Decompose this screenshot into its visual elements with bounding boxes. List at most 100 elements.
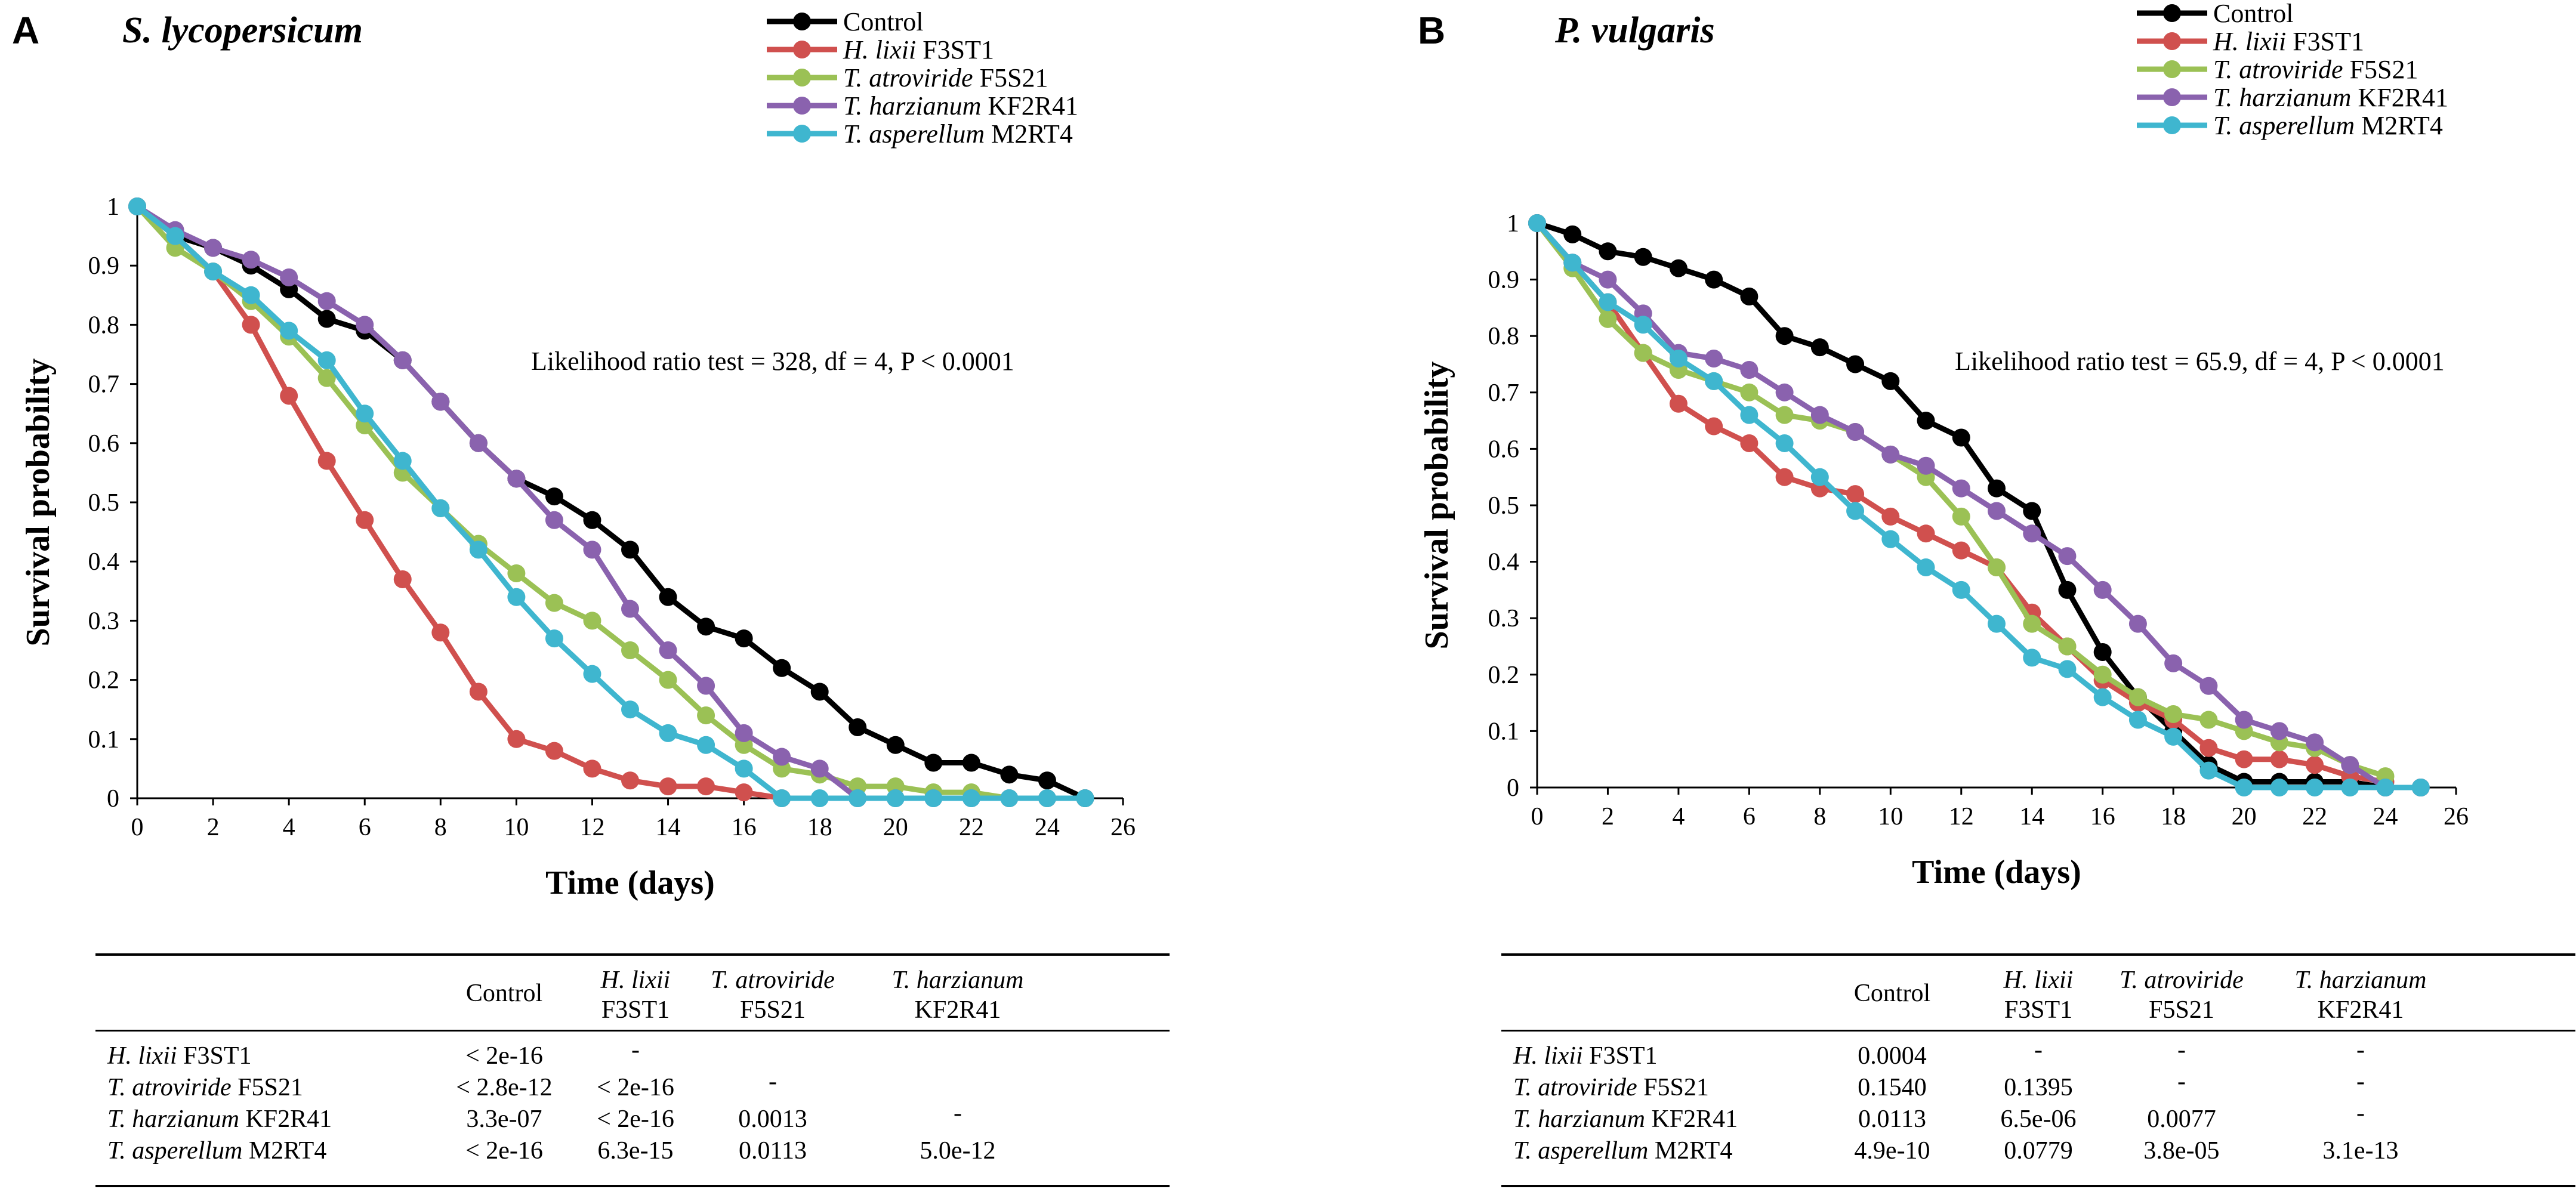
table-cell: 0.0113 xyxy=(739,1137,807,1165)
data-point xyxy=(2306,733,2324,752)
data-point xyxy=(697,736,715,754)
data-point xyxy=(356,316,374,334)
data-point xyxy=(621,600,639,618)
table-cell: < 2.8e-12 xyxy=(456,1074,553,1101)
legend-marker xyxy=(2163,116,2181,134)
data-point xyxy=(280,387,298,405)
table-cell: 0.0077 xyxy=(2147,1105,2216,1133)
x-tick-label: 4 xyxy=(1672,803,1685,830)
data-point xyxy=(2023,649,2041,667)
data-point xyxy=(659,724,677,742)
legend-entry: T. atroviride F5S21 xyxy=(2213,55,2418,84)
table-column-header: Control xyxy=(465,980,543,1007)
data-point xyxy=(545,487,563,506)
series-line-2 xyxy=(1535,221,2386,785)
data-point xyxy=(317,452,336,470)
data-point xyxy=(1000,765,1019,784)
panel-b: B P. vulgaris 0 0.1 0.2 0.3 0.4 0.5 0.6 0.7 0.8 0… xyxy=(1406,0,2576,1187)
data-point xyxy=(1881,445,1900,464)
x-tick-label: 26 xyxy=(1110,814,1136,841)
data-point xyxy=(2058,547,2077,566)
data-point xyxy=(280,268,298,287)
legend-entry: T. asperellum M2RT4 xyxy=(843,119,1073,149)
series-line-3 xyxy=(1535,221,2386,779)
x-tick-label: 22 xyxy=(959,814,984,841)
legend-marker xyxy=(2163,88,2181,106)
panel-label: B xyxy=(1418,9,1446,52)
data-point xyxy=(242,286,260,304)
data-point xyxy=(393,452,412,470)
data-point xyxy=(2341,756,2359,774)
data-point xyxy=(204,239,223,257)
data-point xyxy=(621,541,639,559)
y-tick-label: 0.1 xyxy=(1488,718,1520,745)
data-point xyxy=(1563,254,1582,272)
data-point xyxy=(1740,406,1759,424)
data-point xyxy=(810,759,829,778)
table-column-header: H. lixii F3ST1 xyxy=(2003,966,2074,1024)
data-point xyxy=(2023,524,2041,543)
data-point xyxy=(242,251,260,269)
data-point xyxy=(166,227,184,245)
table-row-label: H. lixii F3ST1 xyxy=(107,1042,252,1070)
y-tick-label: 0.5 xyxy=(88,489,120,517)
y-tick-label: 0.9 xyxy=(1488,267,1520,294)
data-point xyxy=(1917,524,1935,543)
x-tick-label: 12 xyxy=(579,814,604,841)
data-point xyxy=(2270,722,2288,740)
data-point xyxy=(1000,789,1019,807)
data-point xyxy=(317,369,336,387)
data-point xyxy=(431,393,450,411)
data-point xyxy=(1810,468,1829,486)
data-point xyxy=(659,641,677,659)
series-line-1 xyxy=(1536,220,2421,790)
x-axis-label: Time (days) xyxy=(545,864,715,901)
data-point xyxy=(393,570,412,588)
data-point xyxy=(507,564,526,583)
table-cell: - xyxy=(769,1068,777,1095)
data-point xyxy=(2093,688,2112,706)
data-point xyxy=(621,700,639,719)
data-point xyxy=(659,777,677,796)
data-point xyxy=(1952,479,1970,498)
legend-marker xyxy=(2163,32,2181,50)
y-tick-label: 0.2 xyxy=(88,667,120,694)
data-point xyxy=(507,730,526,748)
series-line-3 xyxy=(135,204,1047,801)
data-point xyxy=(773,789,791,807)
table-column-header: H. lixii F3ST1 xyxy=(600,966,671,1024)
x-tick-label: 2 xyxy=(207,814,220,841)
series-line-4 xyxy=(1535,221,2421,790)
data-point xyxy=(1810,338,1829,357)
y-axis-label: Survival probability xyxy=(20,359,57,647)
table-bottom-rule xyxy=(95,1185,1170,1187)
table-cell: < 2e-16 xyxy=(465,1137,543,1165)
table-cell: < 2e-16 xyxy=(465,1042,543,1070)
chart-title: P. vulgaris xyxy=(1555,10,1715,51)
legend-marker xyxy=(793,69,811,87)
pvalue-table-b: Control H. lixii F3ST1 T. atroviride F5S21 T.… xyxy=(1501,953,2575,1192)
data-point xyxy=(924,789,943,807)
x-tick-label: 18 xyxy=(807,814,832,841)
data-point xyxy=(583,759,601,778)
data-point xyxy=(2058,637,2077,656)
data-point xyxy=(1669,350,1687,368)
data-point xyxy=(735,724,753,742)
data-point xyxy=(659,588,677,606)
y-tick-label: 0.7 xyxy=(88,371,120,399)
data-point xyxy=(735,759,753,778)
data-point xyxy=(1775,383,1794,402)
table-cell: < 2e-16 xyxy=(597,1074,674,1101)
x-tick-label: 20 xyxy=(883,814,908,841)
data-point xyxy=(1917,558,1935,577)
data-point xyxy=(1563,225,1582,243)
y-tick-label: 0.7 xyxy=(1488,379,1520,407)
panel-label: A xyxy=(12,9,40,52)
legend-marker xyxy=(793,13,811,30)
data-point xyxy=(1775,406,1794,424)
data-point xyxy=(242,316,260,334)
data-point xyxy=(1881,372,1900,390)
table-cell: 0.0113 xyxy=(1858,1105,1926,1133)
legend-marker xyxy=(2163,60,2181,78)
data-point xyxy=(1634,316,1652,334)
